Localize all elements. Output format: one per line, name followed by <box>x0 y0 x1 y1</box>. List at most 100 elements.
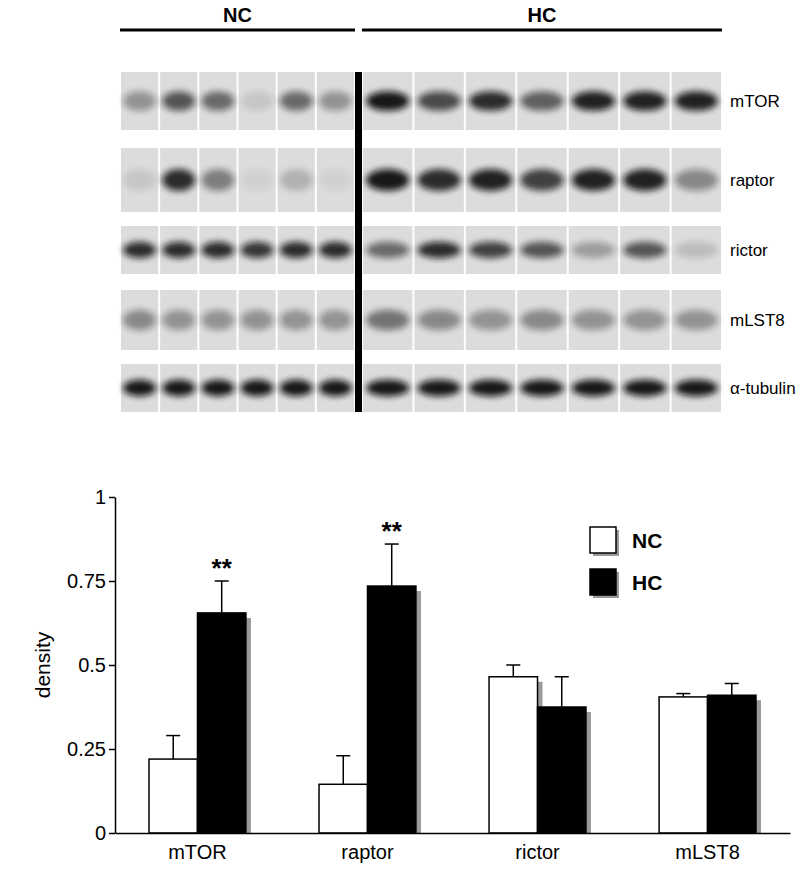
error-cap <box>555 676 569 678</box>
blot-band <box>675 91 718 111</box>
lane-background <box>569 226 618 274</box>
blot-band <box>520 310 563 330</box>
x-tick-label: mTOR <box>168 841 227 863</box>
error-bar <box>725 683 739 695</box>
lane-background <box>199 290 236 350</box>
legend: NC HC <box>590 527 662 598</box>
error-stem <box>513 665 515 677</box>
lane-background <box>317 364 354 412</box>
row-label: mTOR <box>730 92 780 111</box>
error-stem <box>561 677 563 707</box>
blot-band <box>572 91 615 111</box>
blot-panel: NCHCmTORraptorrictormLST8α-tubulin <box>120 4 796 412</box>
blot-band <box>201 169 234 191</box>
blot-band <box>418 380 461 396</box>
bar <box>197 613 245 833</box>
annotation: ** <box>212 553 233 583</box>
blot-band <box>280 169 313 191</box>
blot-band <box>572 169 615 191</box>
lane-background <box>569 148 618 212</box>
blot-band <box>241 169 274 191</box>
y-tick: 0 <box>95 822 115 844</box>
lane-background <box>466 148 515 212</box>
blot-band <box>123 310 156 330</box>
legend-label: HC <box>632 571 662 594</box>
chart: 00.250.50.751mTORraptorrictormLST8densit… <box>31 486 791 863</box>
blot-band <box>201 242 234 258</box>
blot-band <box>319 91 352 111</box>
blot-band <box>319 169 352 191</box>
blot-band <box>162 242 195 258</box>
blot-band <box>469 242 512 258</box>
error-bar <box>385 544 399 586</box>
bar <box>538 707 586 833</box>
blot-band <box>469 310 512 330</box>
error-cap <box>166 735 180 737</box>
lane-background <box>121 290 158 350</box>
blot-band <box>162 310 195 330</box>
blot-band <box>280 310 313 330</box>
lane-background <box>317 290 354 350</box>
lane-background <box>517 364 566 412</box>
lane-background <box>672 364 721 412</box>
lane-background <box>121 72 158 130</box>
blot-band <box>520 242 563 258</box>
error-bar <box>215 581 229 613</box>
x-tick: raptor <box>341 833 394 863</box>
row-label: mLST8 <box>730 311 785 330</box>
error-bar <box>336 756 350 785</box>
y-tick-mark <box>109 581 115 583</box>
blot-band <box>469 380 512 396</box>
blot-band <box>675 380 718 396</box>
blot-band <box>675 310 718 330</box>
blot-band <box>572 242 615 258</box>
lane-background <box>199 364 236 412</box>
lane-background <box>160 364 197 412</box>
y-tick: 0.5 <box>78 654 115 676</box>
lane-background <box>466 72 515 130</box>
legend-item: HC <box>590 569 662 598</box>
y-tick-mark <box>109 497 115 499</box>
error-stem <box>731 683 733 695</box>
blot-band <box>366 242 409 258</box>
lane-background <box>239 364 276 412</box>
x-axis: mTORraptorrictormLST8 <box>116 833 791 863</box>
lane-background <box>363 148 412 212</box>
lane-background <box>363 72 412 130</box>
error-stem <box>343 756 345 785</box>
lane-background <box>517 290 566 350</box>
blot-band <box>520 169 563 191</box>
group-label: HC <box>528 4 557 26</box>
lane-background <box>239 226 276 274</box>
lane-background <box>160 148 197 212</box>
lane-background <box>466 290 515 350</box>
blot-band <box>469 91 512 111</box>
error-stem <box>391 544 393 586</box>
blot-band <box>201 310 234 330</box>
blot-band <box>418 242 461 258</box>
blot-band <box>675 242 718 258</box>
lane-background <box>363 290 412 350</box>
x-tick-label: raptor <box>341 841 394 863</box>
blot-band <box>520 380 563 396</box>
blot-band <box>241 242 274 258</box>
error-bar <box>166 736 180 760</box>
lane-background <box>569 290 618 350</box>
y-tick-mark <box>109 749 115 751</box>
y-tick-label: 1 <box>95 486 106 508</box>
lane-background <box>363 364 412 412</box>
error-stem <box>221 581 223 613</box>
lane-background <box>278 148 315 212</box>
blot-band <box>418 310 461 330</box>
error-cap <box>506 664 520 666</box>
lane-background <box>672 72 721 130</box>
lane-background <box>239 290 276 350</box>
blot-band <box>280 242 313 258</box>
lane-background <box>414 148 463 212</box>
lane-background <box>620 148 669 212</box>
blot-band <box>123 169 156 191</box>
bar <box>319 784 367 833</box>
bar <box>149 759 197 833</box>
legend-item: NC <box>590 527 662 556</box>
blot-band <box>366 169 409 191</box>
